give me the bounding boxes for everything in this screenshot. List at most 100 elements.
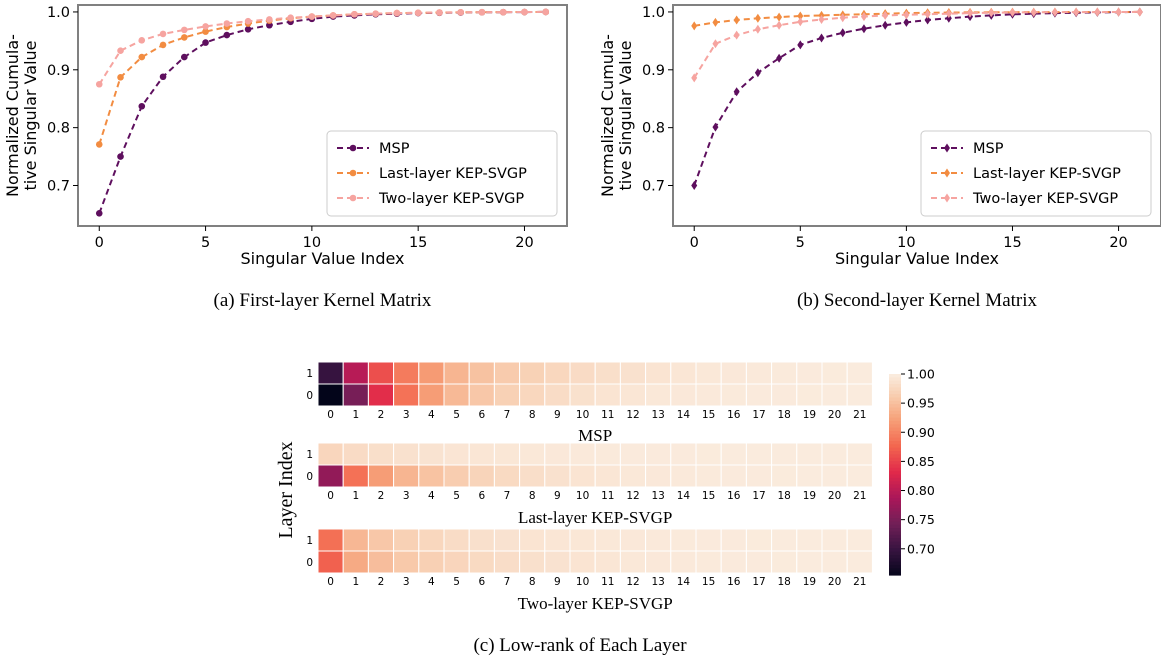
heatmap-cell [645, 442, 672, 466]
column-label: 3 [403, 409, 410, 421]
y-tick-label: 0.7 [642, 179, 665, 195]
column-label: 11 [601, 576, 614, 588]
heatmap-cell [720, 361, 747, 385]
column-label: 2 [378, 576, 385, 588]
colorbar-segment [889, 467, 901, 472]
heatmap-cell [745, 442, 773, 466]
data-point [797, 11, 804, 21]
y-axis-label: Normalized Cumula-tive Singular Value [598, 34, 635, 197]
heatmap-cell [771, 383, 798, 407]
data-point [138, 53, 146, 61]
heatmap-cell [796, 383, 823, 407]
heatmap-cell [393, 464, 420, 488]
data-point [266, 21, 273, 29]
colorbar-segment [889, 521, 901, 526]
colorbar-segment [889, 534, 901, 539]
column-label: 14 [677, 576, 691, 588]
series-two-layer-kep-svgp [95, 8, 550, 88]
data-point [244, 17, 252, 25]
heatmap-cell [796, 550, 823, 574]
column-label: 21 [853, 409, 866, 421]
column-label: 17 [752, 576, 765, 588]
column-label: 17 [752, 490, 765, 502]
heatmap-cell [720, 528, 747, 552]
data-point [903, 10, 910, 20]
data-point [138, 36, 146, 44]
column-label: 17 [752, 409, 765, 421]
data-point [202, 39, 209, 46]
colorbar-tick-label: 0.90 [907, 425, 935, 440]
data-point [754, 24, 761, 34]
column-label: 6 [478, 490, 485, 502]
column-label: 2 [378, 409, 385, 421]
data-point [202, 28, 209, 35]
heatmap-cell [796, 528, 823, 552]
heatmap-cell [418, 383, 445, 407]
data-point [691, 73, 698, 83]
heatmap-cell [569, 383, 596, 407]
column-label: 0 [327, 490, 334, 502]
heatmap-cell [846, 528, 873, 552]
legend-box [326, 130, 558, 217]
heatmap-cell [569, 361, 596, 385]
heatmap-cell [367, 361, 395, 385]
heatmap-cell [670, 550, 697, 574]
data-point [818, 14, 825, 24]
heatmap-cell [594, 442, 621, 466]
heatmap-cell [846, 442, 873, 466]
colorbar-segment [889, 484, 901, 489]
data-point [733, 87, 740, 97]
data-point [308, 13, 316, 20]
y-tick-label: 1.0 [47, 5, 70, 21]
heatmap-cell [771, 361, 798, 385]
x-tick-label: 15 [409, 235, 427, 251]
column-label: 1 [352, 409, 359, 421]
y-axis-label-line: Normalized Cumula- [3, 34, 22, 197]
x-tick-label: 10 [303, 235, 321, 251]
colorbar-segment [889, 410, 901, 415]
data-point [117, 47, 124, 55]
data-point [712, 17, 719, 27]
colorbar-segment [889, 481, 901, 486]
data-point [138, 102, 146, 110]
colorbar-segment [889, 561, 901, 566]
column-label: 9 [554, 490, 561, 502]
heatmap-cell [720, 550, 747, 574]
heatmap-cell [342, 464, 369, 488]
heatmap-cell [317, 442, 344, 466]
heatmap-cell [519, 464, 546, 488]
heatmap-cell [594, 361, 621, 385]
heatmap-cell [720, 383, 747, 407]
colorbar-tick-label: 0.70 [907, 541, 935, 556]
heatmap-cell [670, 464, 697, 488]
data-point [244, 25, 252, 33]
column-label: 10 [576, 409, 589, 421]
column-label: 4 [428, 576, 435, 588]
heatmap-cell [821, 361, 848, 385]
colorbar-segment [889, 424, 901, 429]
x-tick-label: 5 [201, 235, 210, 251]
colorbar-segment [889, 558, 901, 563]
data-point [839, 13, 846, 23]
heatmap-cell [493, 550, 521, 574]
x-tick-label: 0 [690, 235, 699, 251]
data-point [117, 153, 124, 160]
heatmap-cell [720, 464, 747, 488]
caption: (b) Second-layer Kernel Matrix [797, 290, 1038, 311]
data-point [818, 33, 825, 43]
data-point [860, 12, 867, 22]
colorbar-segment [889, 541, 901, 546]
heatmap-cell [418, 442, 445, 466]
data-point [797, 17, 804, 27]
data-point [924, 15, 931, 25]
data-point [181, 26, 188, 34]
heatmap-cell [796, 464, 823, 488]
column-label: 15 [702, 490, 715, 502]
heatmap-cell [418, 464, 445, 488]
caption: (a) First-layer Kernel Matrix [214, 290, 432, 311]
heatmap-cell [544, 442, 571, 466]
heatmap-cell [317, 361, 344, 385]
heatmap-cell [695, 550, 722, 574]
colorbar-segment [889, 477, 901, 482]
